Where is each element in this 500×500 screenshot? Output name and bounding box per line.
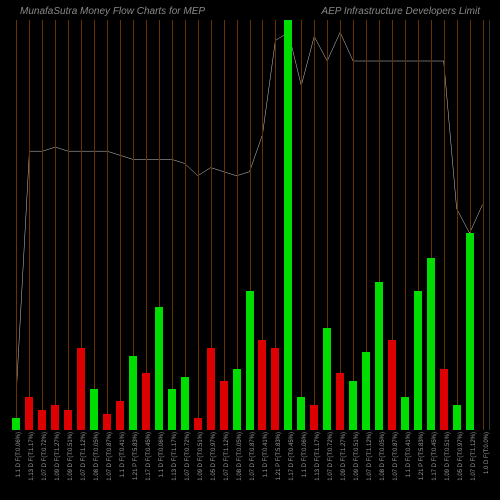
- x-axis-label: 1.09 D F(T:1.27%): [341, 432, 347, 481]
- x-axis-label: 1.09 D F(T:0.51%): [198, 432, 204, 481]
- volume-bar: [25, 397, 33, 430]
- volume-bar: [194, 418, 202, 430]
- volume-bar: [77, 348, 85, 430]
- volume-bar: [51, 405, 59, 430]
- title-right: AEP Infrastructure Developers Limit: [321, 6, 480, 17]
- gridline: [172, 20, 173, 430]
- volume-bar: [388, 340, 396, 430]
- x-axis-label: 1.09 D F(T:0.51%): [354, 432, 360, 481]
- chart-area: [10, 20, 490, 430]
- volume-bar: [284, 20, 292, 430]
- gridline: [29, 20, 30, 430]
- volume-bar: [440, 369, 448, 431]
- gridline: [16, 20, 17, 430]
- gridline: [224, 20, 225, 430]
- volume-bar: [116, 401, 124, 430]
- gridline: [314, 20, 315, 430]
- x-axis-label: 1.1 D F(T:0.41%): [406, 432, 412, 477]
- x-axis-label: 1.17 D F(T:0.45%): [146, 432, 152, 481]
- x-axis-label: 1.07 D F(T:0.72%): [328, 432, 334, 481]
- volume-bar: [168, 389, 176, 430]
- x-axis-label: 1.07 D F(T:0.72%): [185, 432, 191, 481]
- gridline: [353, 20, 354, 430]
- x-axis-label: 1.0 D F(T:0.0%): [484, 432, 490, 474]
- x-axis-label: 1.1 D F(T:0.06%): [159, 432, 165, 477]
- x-axis-label: 1.08 D F(T:0.05%): [237, 432, 243, 481]
- gridline: [146, 20, 147, 430]
- volume-bar: [297, 397, 305, 430]
- x-axis-label: 1.05 D F(T:0.97%): [458, 432, 464, 481]
- volume-bar: [129, 356, 137, 430]
- title-left: MunafaSutra Money Flow Charts for MEP: [20, 6, 205, 17]
- x-axis-label: 1.13 D F(T:1.17%): [29, 432, 35, 481]
- volume-bar: [453, 405, 461, 430]
- volume-bar: [38, 410, 46, 431]
- x-axis-label: 1.21 P F(T:5.83%): [276, 432, 282, 480]
- volume-bar: [414, 291, 422, 430]
- gridline: [94, 20, 95, 430]
- gridline: [185, 20, 186, 430]
- volume-bar: [466, 233, 474, 430]
- x-axis-label: 1.21 P F(T:5.83%): [133, 432, 139, 480]
- x-axis-label: 1.1 D F(T:0.06%): [302, 432, 308, 477]
- volume-bar: [323, 328, 331, 431]
- gridline: [340, 20, 341, 430]
- x-axis-label: 1.09 D F(T:0.51%): [445, 432, 451, 481]
- volume-bar: [64, 410, 72, 431]
- x-axis-label: 1.07 D F(T:0.87%): [250, 432, 256, 481]
- gridline: [198, 20, 199, 430]
- x-axis-label: 1.1 D F(T:0.41%): [263, 432, 269, 477]
- volume-bar: [427, 258, 435, 430]
- x-axis-label: 1.07 D F(T:0.72%): [42, 432, 48, 481]
- x-axis-label: 1.21 P F(T:5.83%): [419, 432, 425, 480]
- gridline: [405, 20, 406, 430]
- x-axis-label: 1.07 D F(T:0.87%): [107, 432, 113, 481]
- x-axis-label: 1.07 D F(T:0.87%): [393, 432, 399, 481]
- x-axis-label: 1.17 D F(T:0.45%): [432, 432, 438, 481]
- x-axis-label: 1.08 D F(T:0.05%): [94, 432, 100, 481]
- volume-bar: [349, 381, 357, 430]
- x-axis-label: 1.07 D F(T:1.12%): [224, 432, 230, 481]
- volume-bar: [103, 414, 111, 430]
- volume-bar: [258, 340, 266, 430]
- volume-bar: [12, 418, 20, 430]
- x-axis-label: 1.13 D F(T:1.17%): [315, 432, 321, 481]
- x-axis-label: 1.07 D F(T:1.12%): [81, 432, 87, 481]
- x-axis-label: 1.1 D F(T:0.06%): [16, 432, 22, 477]
- gridline: [301, 20, 302, 430]
- x-axis-label: 1.05 D F(T:0.97%): [211, 432, 217, 481]
- x-axis-label: 1.08 D F(T:0.05%): [380, 432, 386, 481]
- chart-title: MunafaSutra Money Flow Charts for MEP AE…: [0, 6, 500, 17]
- gridline: [68, 20, 69, 430]
- x-axis-label: 1.1 D F(T:0.41%): [120, 432, 126, 477]
- volume-bar: [336, 373, 344, 430]
- x-axis-label: 1.09 D F(T:1.27%): [55, 432, 61, 481]
- gridline: [107, 20, 108, 430]
- x-axis-labels: 1.1 D F(T:0.06%) 1.13 D F(T:1.17%) 1.07 D …: [10, 430, 490, 500]
- gridline: [457, 20, 458, 430]
- volume-bar: [181, 377, 189, 430]
- gridline: [42, 20, 43, 430]
- volume-bar: [142, 373, 150, 430]
- volume-bar: [155, 307, 163, 430]
- volume-bar: [246, 291, 254, 430]
- x-axis-label: 1.13 D F(T:1.17%): [172, 432, 178, 481]
- volume-bar: [362, 352, 370, 430]
- x-axis-label: 1.09 D F(T:0.51%): [68, 432, 74, 481]
- volume-bar: [220, 381, 228, 430]
- volume-bar: [90, 389, 98, 430]
- gridline: [120, 20, 121, 430]
- gridline: [55, 20, 56, 430]
- volume-bar: [207, 348, 215, 430]
- x-axis-label: 1.07 D F(T:1.12%): [471, 432, 477, 481]
- volume-bar: [401, 397, 409, 430]
- volume-bar: [233, 369, 241, 431]
- volume-bar: [271, 348, 279, 430]
- volume-bar: [310, 405, 318, 430]
- x-axis-label: 1.17 D F(T:0.45%): [289, 432, 295, 481]
- x-axis-label: 1.07 D F(T:1.12%): [367, 432, 373, 481]
- volume-bar: [375, 282, 383, 430]
- gridline: [483, 20, 484, 430]
